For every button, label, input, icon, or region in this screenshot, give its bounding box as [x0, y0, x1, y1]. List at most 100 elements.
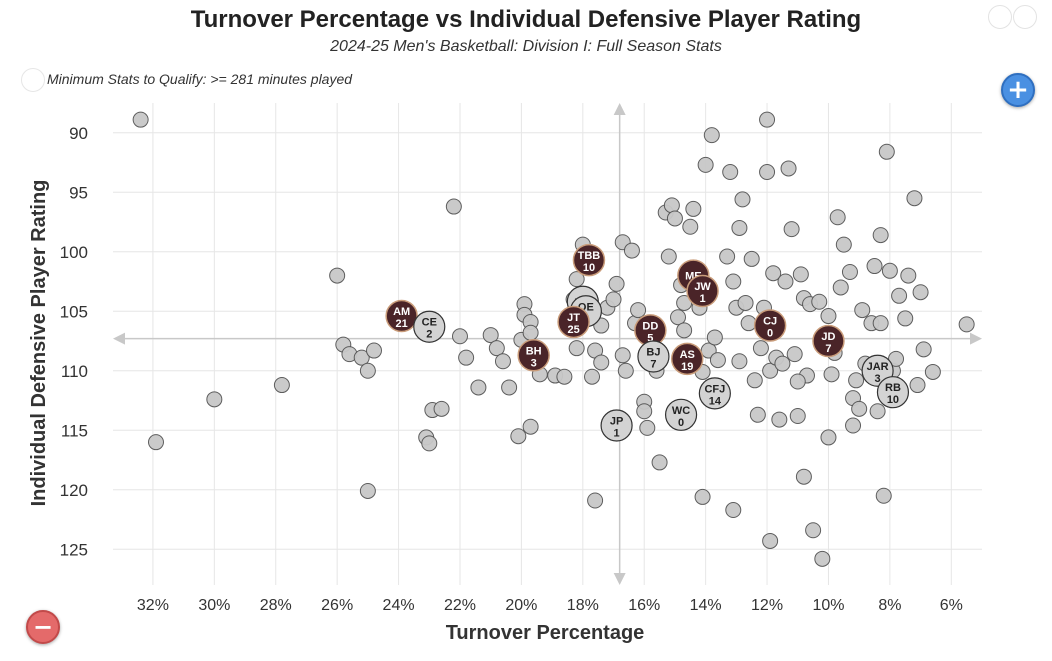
data-point[interactable]	[445, 198, 462, 215]
player-circle[interactable]	[385, 299, 418, 333]
data-point[interactable]	[719, 248, 736, 265]
player-circle[interactable]	[686, 274, 719, 308]
data-point[interactable]	[494, 353, 511, 370]
player-circle[interactable]	[812, 324, 845, 358]
data-point[interactable]	[958, 316, 975, 333]
data-point[interactable]	[915, 341, 932, 358]
menu-dot-icon[interactable]	[988, 5, 1012, 29]
player-circle[interactable]	[670, 342, 704, 376]
data-point[interactable]	[706, 329, 723, 346]
player-circle[interactable]	[637, 340, 670, 373]
data-point[interactable]	[568, 271, 585, 288]
data-point[interactable]	[366, 342, 383, 359]
data-point[interactable]	[872, 315, 889, 332]
data-point[interactable]	[587, 492, 604, 509]
data-point[interactable]	[749, 406, 766, 423]
data-point[interactable]	[617, 362, 634, 379]
data-point[interactable]	[630, 302, 647, 319]
data-point[interactable]	[746, 372, 763, 389]
data-point[interactable]	[888, 350, 905, 367]
data-point[interactable]	[909, 377, 926, 394]
data-point[interactable]	[501, 379, 518, 396]
data-point[interactable]	[771, 411, 788, 428]
player-circle[interactable]	[664, 398, 698, 431]
data-point[interactable]	[851, 400, 868, 417]
data-point[interactable]	[584, 368, 601, 385]
data-point[interactable]	[651, 454, 668, 471]
menu-dot-icon[interactable]	[1013, 5, 1037, 29]
data-point[interactable]	[881, 262, 898, 279]
player-circle[interactable]	[557, 305, 590, 339]
data-point[interactable]	[734, 191, 751, 208]
data-point[interactable]	[725, 502, 742, 519]
note-toggle-icon[interactable]	[21, 68, 45, 92]
data-point[interactable]	[359, 362, 376, 379]
data-point[interactable]	[891, 287, 908, 304]
data-point[interactable]	[759, 111, 776, 128]
data-point[interactable]	[709, 352, 726, 369]
data-point[interactable]	[482, 327, 499, 344]
player-circle[interactable]	[753, 309, 787, 342]
data-point[interactable]	[832, 279, 849, 296]
data-point[interactable]	[731, 219, 748, 236]
data-point[interactable]	[805, 522, 822, 539]
data-point[interactable]	[605, 291, 622, 308]
data-point[interactable]	[685, 200, 702, 217]
data-point[interactable]	[353, 349, 370, 366]
labeled-player-marker[interactable]: CE2	[413, 310, 446, 343]
player-circle[interactable]	[698, 377, 731, 410]
data-point[interactable]	[829, 209, 846, 226]
data-point[interactable]	[206, 391, 223, 408]
data-point[interactable]	[789, 408, 806, 425]
data-point[interactable]	[783, 221, 800, 238]
data-point[interactable]	[906, 190, 923, 207]
data-point[interactable]	[593, 354, 610, 371]
data-point[interactable]	[421, 435, 438, 452]
zoom-out-button[interactable]: −	[26, 610, 60, 644]
labeled-player-marker[interactable]: CJ0	[753, 309, 787, 342]
data-point[interactable]	[522, 418, 539, 435]
data-point[interactable]	[900, 267, 917, 284]
data-point[interactable]	[470, 379, 487, 396]
data-point[interactable]	[132, 111, 149, 128]
data-point[interactable]	[433, 400, 450, 417]
data-point[interactable]	[510, 428, 527, 445]
data-point[interactable]	[639, 419, 656, 436]
data-point[interactable]	[670, 309, 687, 326]
data-point[interactable]	[897, 310, 914, 327]
data-point[interactable]	[780, 160, 797, 177]
data-point[interactable]	[814, 550, 831, 567]
data-point[interactable]	[878, 143, 895, 160]
data-point[interactable]	[556, 368, 573, 385]
data-point[interactable]	[774, 355, 791, 372]
player-circle[interactable]	[517, 339, 550, 372]
data-point[interactable]	[869, 403, 886, 420]
data-point[interactable]	[682, 218, 699, 235]
data-point[interactable]	[820, 308, 837, 325]
data-point[interactable]	[614, 347, 631, 364]
labeled-player-marker[interactable]: JW1	[686, 274, 719, 308]
data-point[interactable]	[359, 482, 376, 499]
data-point[interactable]	[329, 267, 346, 284]
data-point[interactable]	[924, 363, 941, 380]
data-point[interactable]	[522, 324, 539, 341]
data-point[interactable]	[451, 328, 468, 345]
data-point[interactable]	[786, 346, 803, 363]
labeled-player-marker[interactable]: DD5	[634, 314, 667, 347]
data-point[interactable]	[777, 273, 794, 290]
data-point[interactable]	[866, 258, 883, 275]
data-point[interactable]	[811, 293, 828, 310]
labeled-player-marker[interactable]: BJ7	[637, 340, 670, 373]
data-point[interactable]	[663, 197, 680, 214]
labeled-player-marker[interactable]: WC0	[664, 398, 698, 431]
player-circle[interactable]	[876, 376, 910, 409]
labeled-player-marker[interactable]: BH3	[517, 339, 550, 372]
data-point[interactable]	[458, 349, 475, 366]
data-point[interactable]	[623, 242, 640, 259]
data-point[interactable]	[660, 248, 677, 265]
data-point[interactable]	[789, 373, 806, 390]
data-point[interactable]	[795, 468, 812, 485]
